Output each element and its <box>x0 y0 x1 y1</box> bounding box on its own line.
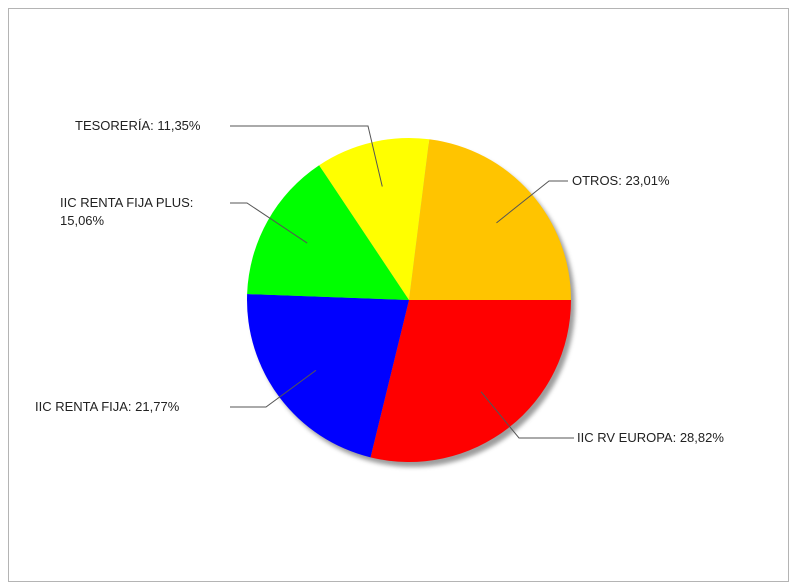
slice-iic-renta-fija <box>247 294 409 458</box>
pie-slices <box>247 138 571 462</box>
label-iic-renta-fija-plus: IIC RENTA FIJA PLUS: <box>60 195 193 210</box>
label-otros: OTROS: 23,01% <box>572 173 670 188</box>
leader-line-otros <box>496 180 568 224</box>
slice-otros <box>409 139 571 300</box>
label-iic-renta-fija: IIC RENTA FIJA: 21,77% <box>35 399 180 414</box>
leader-line-tesoreria <box>230 125 383 187</box>
leader-lines <box>230 125 574 439</box>
leader-line-iic-renta-fija <box>230 369 317 408</box>
slice-iic-renta-fija-plus <box>247 165 409 300</box>
leader-line-iic-renta-fija-plus <box>230 202 308 244</box>
label-iic-renta-fija-plus-pct: 15,06% <box>60 213 105 228</box>
slice-tesoreria <box>319 138 430 300</box>
label-iic-rv-europa: IIC RV EUROPA: 28,82% <box>577 430 724 445</box>
leader-line-iic-rv-europa <box>480 391 574 439</box>
slice-iic-rv-europa <box>370 300 571 462</box>
label-tesoreria: TESORERÍA: 11,35% <box>75 118 201 133</box>
